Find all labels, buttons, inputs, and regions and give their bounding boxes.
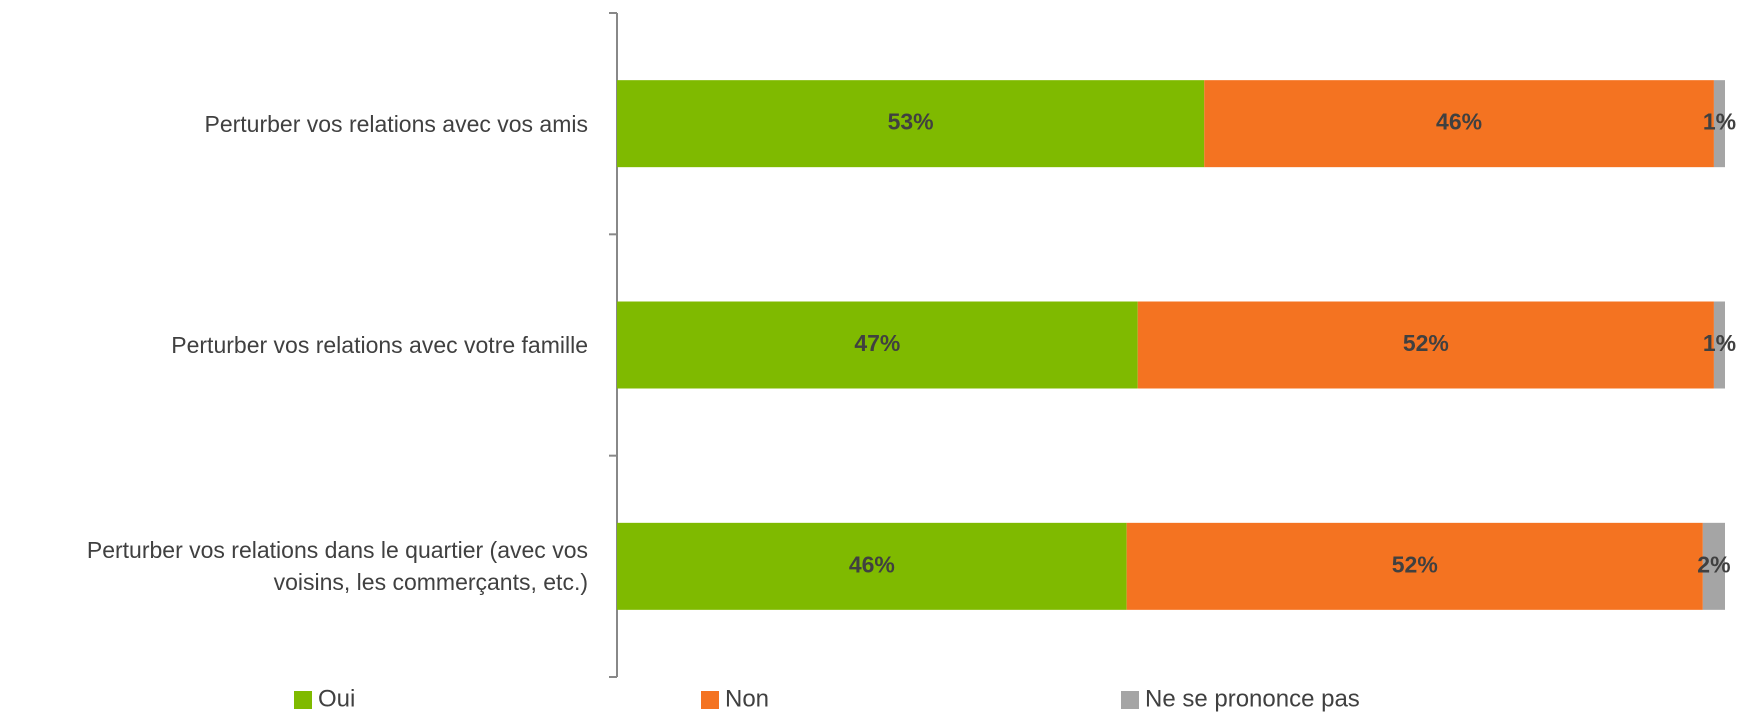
data-label: 53%	[888, 109, 934, 135]
data-label: 1%	[1703, 109, 1736, 135]
bar-segment	[617, 522, 1127, 610]
legend-label: Non	[725, 685, 769, 712]
bar-segment	[1713, 301, 1725, 389]
legend-swatch	[1121, 691, 1139, 709]
data-label: 2%	[1697, 551, 1730, 577]
bar-segment	[617, 301, 1138, 389]
legend-label: Oui	[318, 685, 355, 712]
bar-segment	[1713, 80, 1725, 168]
category-label: Perturber vos relations avec votre famil…	[171, 332, 588, 358]
legend-label: Ne se prononce pas	[1145, 685, 1360, 712]
category-label: Perturber vos relations avec vos amis	[204, 110, 589, 137]
bar-segment	[1204, 80, 1714, 168]
data-label: 52%	[1392, 551, 1438, 577]
legend-swatch	[701, 691, 719, 709]
bar-segment	[617, 80, 1205, 168]
bar-segment	[1126, 522, 1703, 610]
data-label: 1%	[1703, 330, 1736, 356]
data-label: 47%	[854, 330, 900, 356]
data-label: 46%	[1436, 109, 1482, 135]
data-label: 46%	[849, 551, 895, 577]
bar-segment	[1137, 301, 1714, 389]
category-label: Perturber vos relations dans le quartier…	[86, 537, 588, 596]
data-label: 52%	[1403, 330, 1449, 356]
legend-swatch	[294, 691, 312, 709]
bar-segment	[1702, 522, 1725, 610]
